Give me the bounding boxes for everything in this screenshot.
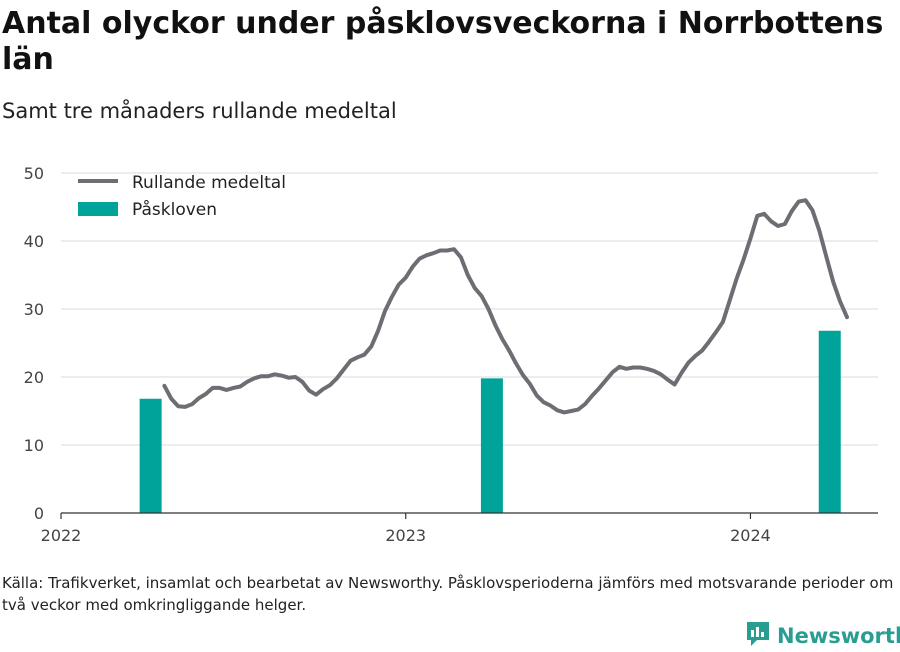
chart-title: Antal olyckor under påsklovsveckorna i N… — [2, 6, 884, 77]
x-tick-label: 2022 — [41, 526, 82, 545]
brand-name: Newsworthy — [777, 624, 900, 648]
bars — [139, 330, 841, 513]
rolling-average-line — [162, 198, 849, 415]
legend: Rullande medeltal Påskloven — [78, 173, 286, 220]
source-note: Källa: Trafikverket, insamlat och bearbe… — [2, 574, 894, 614]
brand-logo: Newsworthy — [745, 620, 900, 652]
x-tick-label: 2024 — [730, 526, 771, 545]
bar-chart-icon — [745, 620, 771, 652]
chart: 0 10 20 30 40 50 2022 2023 2024 Rullande medelta… — [24, 164, 878, 545]
bar — [139, 398, 162, 513]
y-tick-label: 20 — [24, 368, 44, 387]
chart-subtitle: Samt tre månaders rullande medeltal — [2, 99, 397, 123]
y-tick-label: 10 — [24, 436, 44, 455]
line-series — [162, 198, 849, 415]
bar — [480, 378, 503, 513]
legend-label-line: Rullande medeltal — [132, 173, 286, 193]
legend-bar-swatch — [78, 202, 118, 216]
y-tick-label: 40 — [24, 232, 44, 251]
y-tick-label: 50 — [24, 164, 44, 183]
gridlines — [61, 172, 878, 446]
x-tick-label: 2023 — [385, 526, 426, 545]
bar — [818, 330, 841, 513]
axes: 0 10 20 30 40 50 2022 2023 2024 — [24, 164, 878, 545]
y-tick-label: 0 — [34, 504, 44, 523]
y-tick-label: 30 — [24, 300, 44, 319]
legend-label-bar: Påskloven — [132, 199, 217, 220]
